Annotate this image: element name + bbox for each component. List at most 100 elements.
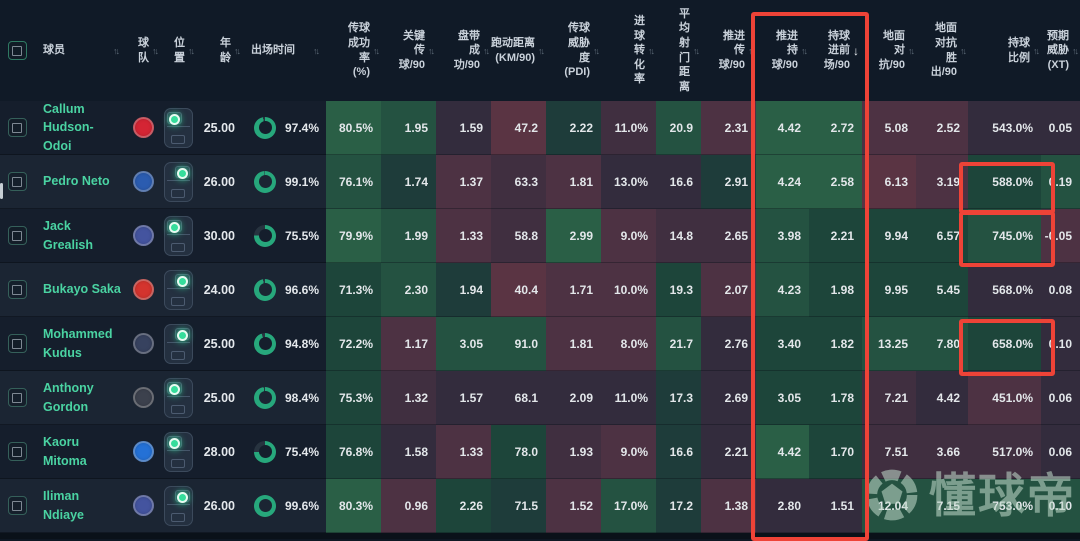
table-row[interactable]: Jack Grealish 30.00 75.5% 79.9% 1.99 1.33 5… [0, 209, 1080, 263]
player-name[interactable]: Kaoru Mitoma [34, 425, 126, 479]
sort-arrows-icon[interactable]: ↑↓ [748, 45, 755, 56]
sort-arrows-icon[interactable]: ↓ [853, 43, 859, 58]
position-cell [160, 425, 196, 479]
row-checkbox[interactable] [7, 172, 27, 191]
row-checkbox[interactable] [7, 334, 27, 353]
column-header[interactable]: 位 置 ↑↓ [160, 0, 196, 101]
stat-cell: 0.96 [381, 479, 436, 533]
minutes-percent: 98.4% [284, 390, 319, 405]
column-header[interactable]: 进 球 转 化 率 ↑↓ [601, 0, 656, 101]
stat-cell: 2.69 [701, 371, 756, 425]
column-header[interactable]: 球员 ↑↓ [34, 0, 126, 101]
stat-cell: 13.25 [862, 317, 916, 371]
sort-arrows-icon[interactable]: ↑↓ [593, 45, 600, 56]
stat-cell: 47.2 [491, 101, 546, 155]
minutes-ring-icon [254, 440, 276, 463]
select-all-checkbox[interactable] [7, 41, 27, 60]
table-row[interactable]: Bukayo Saka 24.00 96.6% 71.3% 2.30 1.94 40.… [0, 263, 1080, 317]
stat-cell: 4.24 [756, 155, 809, 209]
table-row[interactable]: Kaoru Mitoma 28.00 75.4% 76.8% 1.58 1.33 78… [0, 425, 1080, 479]
minutes-ring-icon [254, 494, 276, 517]
column-header[interactable]: 跑动距离 (KM/90) ↑↓ [491, 0, 546, 101]
sort-arrows-icon[interactable]: ↑↓ [801, 45, 808, 56]
stat-cell: 12.04 [862, 479, 916, 533]
sort-arrows-icon[interactable]: ↑↓ [960, 45, 967, 56]
table-row[interactable]: Pedro Neto 26.00 99.1% 76.1% 1.74 1.37 63.3… [0, 155, 1080, 209]
row-checkbox-cell [0, 317, 34, 371]
column-header[interactable]: 推进 传 球/90 ↑↓ [701, 0, 756, 101]
team-badge-icon-everton [132, 495, 154, 516]
column-header[interactable]: 传球 成功 率 (%) ↑↓ [326, 0, 381, 101]
player-name[interactable]: Iliman Ndiaye [34, 479, 126, 533]
player-name[interactable]: Anthony Gordon [34, 371, 126, 425]
stat-cell: 1.82 [809, 317, 862, 371]
row-checkbox[interactable] [7, 496, 27, 515]
column-header-label: 进 球 转 化 率 [634, 15, 645, 86]
row-checkbox-cell [0, 263, 34, 317]
sort-arrows-icon[interactable]: ↑↓ [693, 45, 700, 56]
sort-arrows-icon[interactable]: ↑↓ [648, 45, 655, 56]
column-header[interactable]: 关键 传 球/90 ↑↓ [381, 0, 436, 101]
sort-arrows-icon[interactable]: ↑↓ [428, 45, 435, 56]
sort-arrows-icon[interactable]: ↑↓ [483, 45, 490, 56]
stat-cell: 0.06 [1041, 425, 1080, 479]
column-header[interactable]: 平 均 射 门 距 离 ↑↓ [656, 0, 701, 101]
stat-cell: 76.8% [326, 425, 381, 479]
row-checkbox[interactable] [7, 280, 27, 299]
row-checkbox[interactable] [7, 442, 27, 461]
pitch-penalty-box [171, 458, 185, 468]
sort-arrows-icon[interactable]: ↑↓ [234, 45, 241, 56]
minutes-percent: 99.6% [284, 498, 319, 513]
sort-arrows-icon[interactable]: ↑↓ [113, 45, 120, 56]
stat-cell: 72.2% [326, 317, 381, 371]
sort-arrows-icon[interactable]: ↑↓ [373, 45, 380, 56]
pitch-midline [166, 287, 190, 289]
minutes-cell: 97.4% [242, 101, 326, 155]
player-name[interactable]: Pedro Neto [34, 155, 126, 209]
column-header[interactable]: 预期 威胁 (XT) ↑↓ [1041, 0, 1080, 101]
sort-arrows-icon[interactable]: ↑↓ [538, 45, 545, 56]
player-name[interactable]: Callum Hudson-Odoi [34, 101, 126, 155]
player-name[interactable]: Jack Grealish [34, 209, 126, 263]
table-row[interactable]: Anthony Gordon 25.00 98.4% 75.3% 1.32 1.57… [0, 371, 1080, 425]
table-body: Callum Hudson-Odoi 25.00 97.4% 80.5% 1.95… [0, 101, 1080, 533]
column-header[interactable]: 年 龄 ↑↓ [196, 0, 242, 101]
column-header[interactable]: 持球 比例 ↑↓ [968, 0, 1041, 101]
column-header[interactable]: 持球 进前 场/90 ↓ [809, 0, 862, 101]
sort-arrows-icon[interactable]: ↑↓ [908, 45, 915, 56]
table-row[interactable]: Iliman Ndiaye 26.00 99.6% 80.3% 0.96 2.26 7… [0, 479, 1080, 533]
row-checkbox[interactable] [7, 226, 27, 245]
row-checkbox[interactable] [7, 388, 27, 407]
row-checkbox-cell [0, 479, 34, 533]
team-cell [126, 101, 160, 155]
player-name[interactable]: Mohammed Kudus [34, 317, 126, 371]
team-badge-icon-arsenal [132, 279, 154, 300]
stat-cell: 21.7 [656, 317, 701, 371]
sort-arrows-icon[interactable]: ↑↓ [188, 45, 195, 56]
column-header[interactable]: 球 队 ↑↓ [126, 0, 160, 101]
stat-cell: 13.0% [601, 155, 656, 209]
sort-arrows-icon[interactable]: ↑↓ [152, 45, 159, 56]
stat-cell: 1.78 [809, 371, 862, 425]
table-row[interactable]: Callum Hudson-Odoi 25.00 97.4% 80.5% 1.95… [0, 101, 1080, 155]
team-badge-icon-nottingham-forest [132, 117, 154, 138]
sort-arrows-icon[interactable]: ↑↓ [1072, 45, 1079, 56]
column-header[interactable]: 推进 持 球/90 ↑↓ [756, 0, 809, 101]
player-name[interactable]: Bukayo Saka [34, 263, 126, 317]
stat-cell: 2.58 [809, 155, 862, 209]
column-header[interactable]: 地面 对抗 胜 出/90 ↑↓ [916, 0, 968, 101]
column-header[interactable]: 地面 对 抗/90 ↑↓ [862, 0, 916, 101]
column-header-label: 出场时间 [251, 44, 295, 57]
table-row[interactable]: Mohammed Kudus 25.00 94.8% 72.2% 1.17 3.05… [0, 317, 1080, 371]
scrollbar-thumb[interactable] [0, 183, 3, 199]
team-badge-icon-newcastle [132, 387, 154, 408]
sort-arrows-icon[interactable]: ↑↓ [1033, 45, 1040, 56]
position-dot-icon [176, 329, 188, 341]
select-all-header [0, 0, 34, 101]
column-header[interactable]: 出场时间 ↑↓ [242, 0, 326, 101]
sort-arrows-icon[interactable]: ↑↓ [313, 45, 320, 56]
stat-cell: 2.65 [701, 209, 756, 263]
column-header[interactable]: 传球 威胁 度 (PDI) ↑↓ [546, 0, 601, 101]
column-header[interactable]: 盘带 成 功/90 ↑↓ [436, 0, 491, 101]
row-checkbox[interactable] [7, 118, 27, 137]
